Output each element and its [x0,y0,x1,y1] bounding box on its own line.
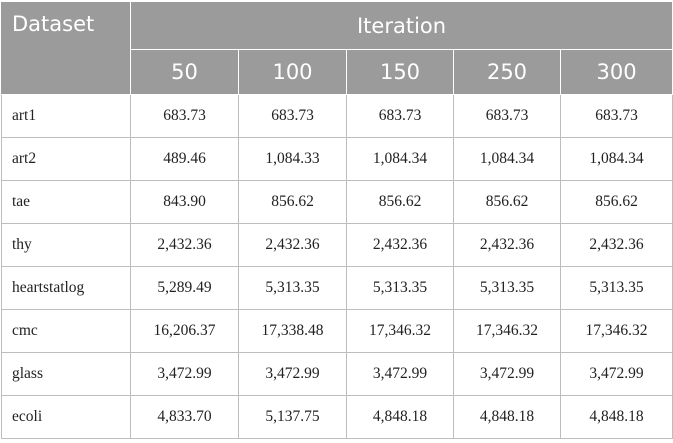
value-cell: 1,084.34 [559,137,673,181]
dataset-header: Dataset [1,1,131,95]
value-cell: 5,313.35 [346,266,454,310]
column-header: 250 [453,49,561,95]
value-cell: 683.73 [453,94,561,138]
value-cell: 1,084.33 [238,137,347,181]
value-cell: 17,346.32 [559,309,673,353]
value-cell: 843.90 [130,180,239,224]
dataset-name: glass [1,352,131,396]
value-cell: 4,848.18 [346,395,454,439]
value-cell: 856.62 [346,180,454,224]
table-row: thy 2,432.36 2,432.36 2,432.36 2,432.36 2,432… [1,223,673,267]
value-cell: 2,432.36 [130,223,239,267]
value-cell: 3,472.99 [130,352,239,396]
value-cell: 16,206.37 [130,309,239,353]
value-cell: 683.73 [238,94,347,138]
table-row: heartstatlog 5,289.49 5,313.35 5,313.35 5,31… [1,266,673,310]
value-cell: 5,137.75 [238,395,347,439]
value-cell: 5,289.49 [130,266,239,310]
column-header: 100 [238,49,347,95]
value-cell: 3,472.99 [346,352,454,396]
table-row: art2 489.46 1,084.33 1,084.34 1,084.34 1,084.… [1,137,673,181]
value-cell: 5,313.35 [453,266,561,310]
dataset-name: thy [1,223,131,267]
dataset-name: cmc [1,309,131,353]
iteration-header: Iteration [129,1,673,50]
dataset-name: tae [1,180,131,224]
value-cell: 4,848.18 [453,395,561,439]
value-cell: 3,472.99 [559,352,673,396]
value-cell: 489.46 [130,137,239,181]
value-cell: 2,432.36 [238,223,347,267]
value-cell: 4,848.18 [559,395,673,439]
table-row: art1 683.73 683.73 683.73 683.73 683.73 [1,94,673,138]
column-header: 300 [559,49,673,95]
value-cell: 1,084.34 [453,137,561,181]
value-cell: 1,084.34 [346,137,454,181]
dataset-name: art1 [1,94,131,138]
value-cell: 5,313.35 [559,266,673,310]
header-row: Dataset Iteration [1,1,673,95]
value-cell: 683.73 [130,94,239,138]
value-cell: 683.73 [559,94,673,138]
table-row: ecoli 4,833.70 5,137.75 4,848.18 4,848.18 4,8… [1,395,673,439]
value-cell: 17,346.32 [346,309,454,353]
value-cell: 4,833.70 [130,395,239,439]
table-header: Dataset Iteration 50 100 150 250 300 [1,1,673,95]
value-cell: 3,472.99 [453,352,561,396]
value-cell: 2,432.36 [559,223,673,267]
value-cell: 3,472.99 [238,352,347,396]
dataset-name: art2 [1,137,131,181]
table-row: tae 843.90 856.62 856.62 856.62 856.62 [1,180,673,224]
value-cell: 856.62 [559,180,673,224]
dataset-name: heartstatlog [1,266,131,310]
value-cell: 2,432.36 [346,223,454,267]
table-row: glass 3,472.99 3,472.99 3,472.99 3,472.99 3,4… [1,352,673,396]
value-cell: 683.73 [346,94,454,138]
column-header: 150 [346,49,454,95]
column-header: 50 [130,49,239,95]
value-cell: 2,432.36 [453,223,561,267]
value-cell: 856.62 [238,180,347,224]
table-row: cmc 16,206.37 17,338.48 17,346.32 17,346.32 1… [1,309,673,353]
header-row: 50 100 150 250 300 [2,49,673,95]
value-cell: 17,346.32 [453,309,561,353]
value-cell: 17,338.48 [238,309,347,353]
value-cell: 856.62 [453,180,561,224]
table-body: art1 683.73 683.73 683.73 683.73 683.73 art2 48… [1,94,673,439]
value-cell: 5,313.35 [238,266,347,310]
dataset-name: ecoli [1,395,131,439]
